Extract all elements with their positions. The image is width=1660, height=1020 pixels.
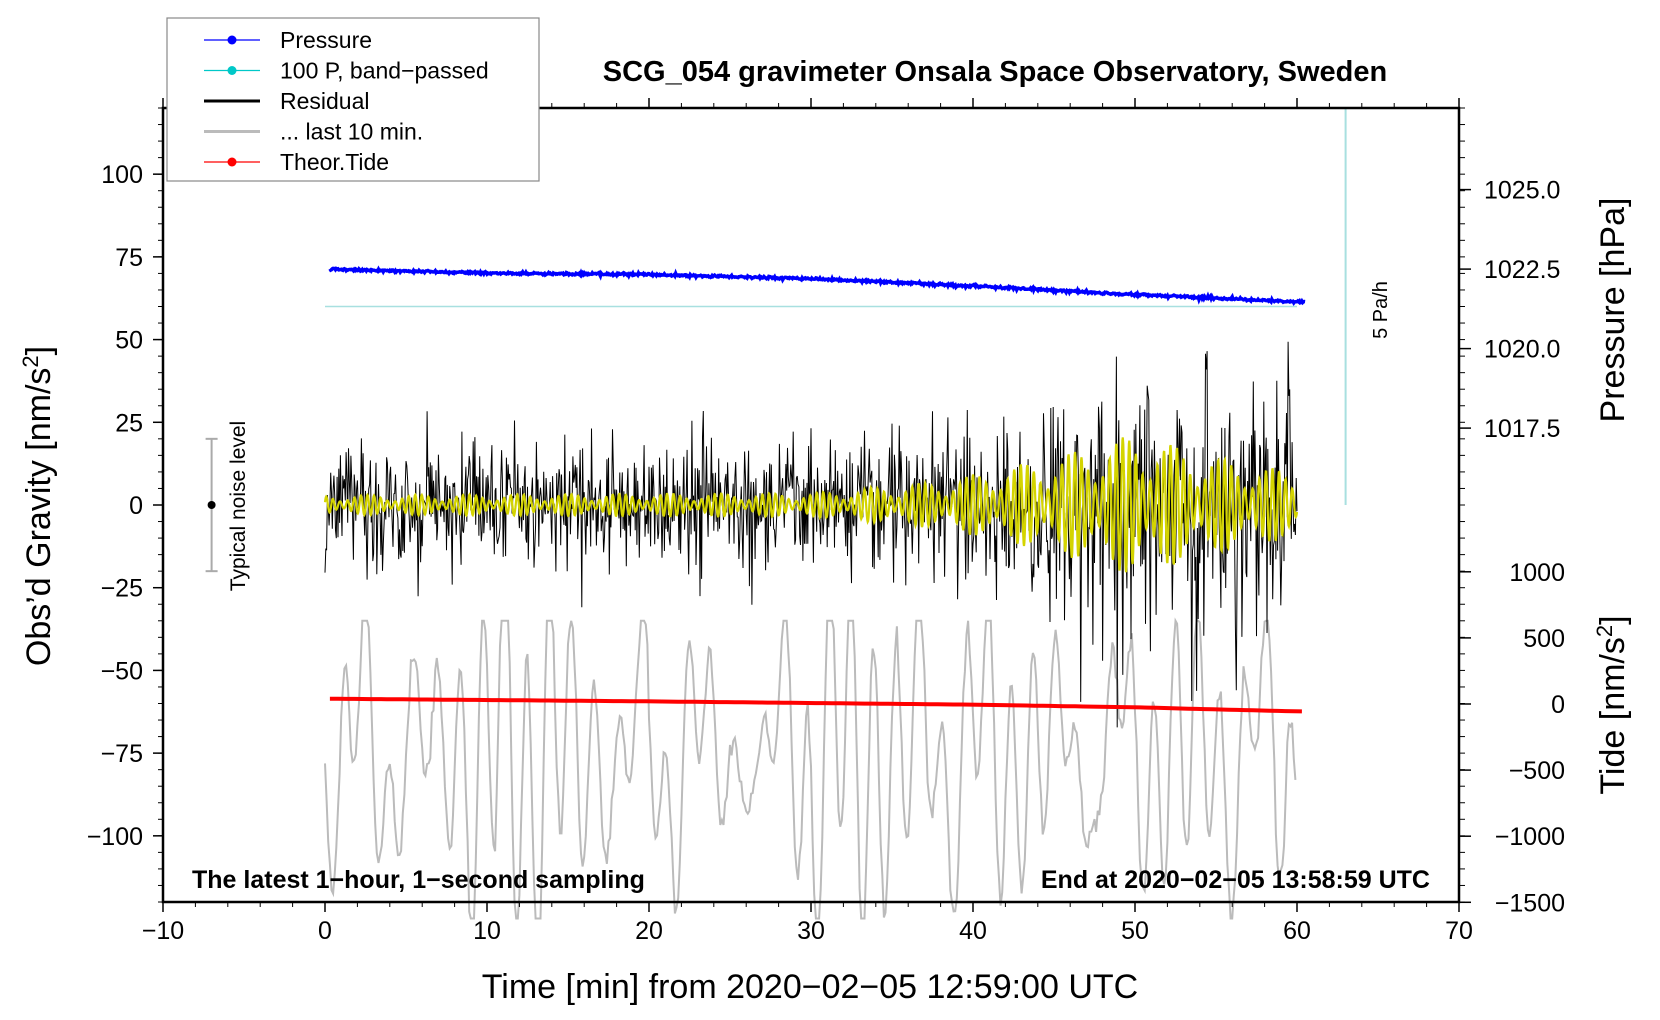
legend-marker: [227, 66, 237, 75]
bandpassed-residual-line: [323, 437, 1299, 573]
legend-marker: [227, 35, 237, 45]
legend-label: Residual: [280, 88, 370, 114]
y-axis-label-sup: 2: [18, 355, 43, 367]
legend-label: Theor.Tide: [280, 149, 389, 175]
y-tick-label: −100: [87, 823, 143, 851]
tide-tick-label: −1500: [1495, 889, 1565, 917]
tide-line: [329, 696, 1302, 714]
tide-axis-label-main: Tide [nm/s: [1594, 637, 1632, 794]
annotation-left: The latest 1−hour, 1−second sampling: [192, 866, 645, 894]
legend-label: ... last 10 min.: [280, 119, 423, 145]
x-tick-label: 20: [635, 917, 663, 945]
last-10-min-line: [324, 617, 1297, 920]
y-tick-label: −75: [101, 740, 143, 768]
x-tick-label: 50: [1121, 917, 1149, 945]
tide-tick-label: 0: [1551, 691, 1565, 719]
legend: Pressure 100 P, band−passed Residual ... la…: [166, 17, 540, 182]
y-axis-label-main: Obs’d Gravity [nm/s: [20, 368, 58, 667]
x-tick-label: −10: [142, 917, 184, 945]
tide-tick-label: 1000: [1509, 559, 1565, 587]
y-axis-label-end: ]: [20, 346, 58, 355]
x-axis-label: Time [min] from 2020−02−05 12:59:00 UTC: [482, 968, 1138, 1006]
y-tick-label: −25: [101, 575, 143, 603]
annotation-right: End at 2020−02−05 13:58:59 UTC: [1041, 866, 1430, 894]
tide-tick-label: −1000: [1495, 823, 1565, 851]
legend-marker: [227, 157, 237, 167]
pressure-tick-label: 1025.0: [1484, 177, 1560, 205]
y-axis-label: Obs’d Gravity [nm/s2]: [18, 346, 59, 666]
pressure-tick-label: 1020.0: [1484, 336, 1560, 364]
tide-tick-label: 500: [1523, 625, 1565, 653]
pressure-axis-label: Pressure [hPa]: [1594, 198, 1632, 423]
pressure-line: [328, 265, 1306, 307]
x-tick-label: 40: [959, 917, 987, 945]
residual-line: [324, 341, 1298, 728]
x-tick-label: 70: [1445, 917, 1473, 945]
x-tick-label: 30: [797, 917, 825, 945]
tide-axis-label-end: ]: [1594, 615, 1632, 624]
axes-layer: −10 0 10 20 30 40 50 60 701007550250−25−50−75−10…: [87, 98, 1565, 945]
y-tick-label: 0: [129, 492, 143, 520]
y-tick-label: 25: [115, 409, 143, 437]
y-tick-label: 75: [115, 244, 143, 272]
noise-bar-dot: [207, 501, 216, 509]
scale-bar-label: 5 Pa/h: [1370, 281, 1392, 339]
tide-tick-label: −500: [1509, 757, 1565, 785]
y-tick-label: 100: [101, 161, 143, 189]
tide-axis-label-sup: 2: [1592, 625, 1617, 637]
tide-axis-label: Tide [nm/s2]: [1592, 615, 1633, 794]
y-tick-label: −50: [101, 657, 143, 685]
chart-title: SCG_054 gravimeter Onsala Space Observat…: [603, 56, 1387, 88]
x-tick-label: 0: [318, 917, 332, 945]
pressure-tick-label: 1022.5: [1484, 256, 1560, 284]
data-layer: [205, 108, 1347, 920]
legend-label: 100 P, band−passed: [280, 58, 489, 84]
legend-label: Pressure: [280, 27, 372, 53]
noise-level-label: Typical noise level: [227, 421, 250, 591]
y-tick-label: 50: [115, 327, 143, 355]
x-tick-label: 60: [1283, 917, 1311, 945]
x-tick-label: 10: [473, 917, 501, 945]
pressure-tick-label: 1017.5: [1484, 415, 1560, 443]
